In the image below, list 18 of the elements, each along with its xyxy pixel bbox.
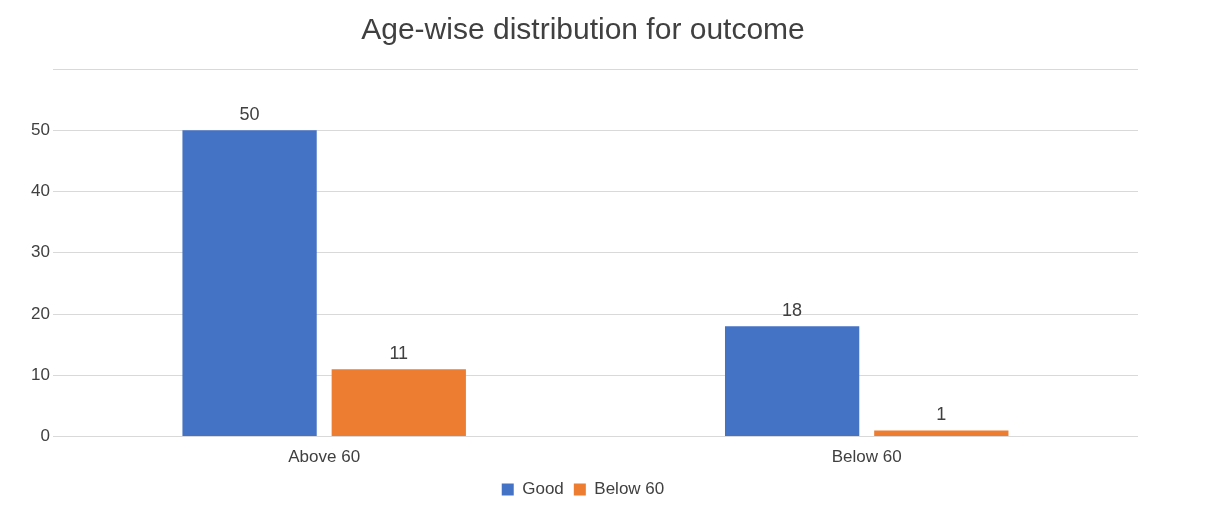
y-tick-label: 40 (30, 181, 50, 201)
data-label: 18 (782, 300, 803, 321)
data-label: 1 (936, 404, 947, 425)
data-label: 50 (239, 104, 260, 125)
y-tick-label: 50 (30, 119, 50, 139)
legend-label: Good (522, 479, 564, 499)
bar (182, 130, 317, 437)
bar (874, 430, 1009, 437)
bar (331, 369, 466, 437)
x-tick-label: Above 60 (288, 447, 361, 467)
y-tick-label: 10 (30, 365, 50, 385)
y-tick-label: 0 (40, 426, 50, 446)
bar (724, 326, 860, 437)
chart-title: Age-wise distribution for outcome (361, 12, 805, 46)
y-tick-label: 20 (30, 303, 50, 323)
data-label: 11 (389, 343, 409, 364)
y-tick-label: 30 (30, 242, 50, 262)
legend-label: Below 60 (594, 479, 665, 499)
